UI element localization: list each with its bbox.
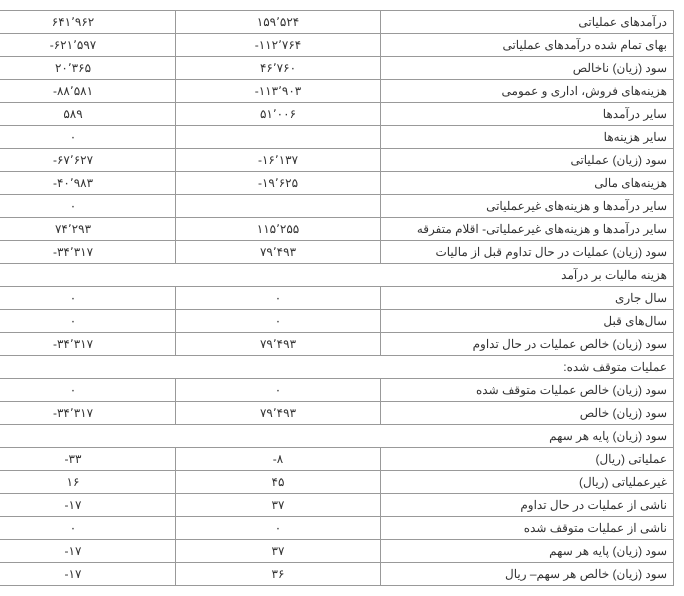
row-label: سود (زیان) عملیاتی (381, 149, 674, 172)
table-row: سود (زیان) پایه هر سهم (0, 425, 674, 448)
row-label: عملیاتی (ریال) (381, 448, 674, 471)
value-col1: ۳۷ (176, 540, 381, 563)
value-col1: ۳۶ (176, 563, 381, 586)
value-col2: ۰ (0, 379, 176, 402)
table-row: عملیات متوقف شده: (0, 356, 674, 379)
section-header: عملیات متوقف شده: (0, 356, 674, 379)
row-label: سال جاری (381, 287, 674, 310)
table-row: هزینه مالیات بر درآمد (0, 264, 674, 287)
value-col1: ۰ (176, 517, 381, 540)
value-col2: -۶۷٬۶۲۷ (0, 149, 176, 172)
table-row: هزینه‌های مالی-۱۹٬۶۲۵-۴۰٬۹۸۳ (0, 172, 674, 195)
value-col1: ۰ (176, 379, 381, 402)
value-col1: ۰ (176, 310, 381, 333)
value-col1: ۱۵۹٬۵۲۴ (176, 11, 381, 34)
row-label: سود (زیان) عملیات در حال تداوم قبل از ما… (381, 241, 674, 264)
row-label: سایر هزینه‌ها (381, 126, 674, 149)
value-col2: -۱۷ (0, 563, 176, 586)
row-label: سود (زیان) خالص (381, 402, 674, 425)
value-col2: -۱۷ (0, 540, 176, 563)
value-col1 (176, 126, 381, 149)
table-row: سال‌های قبل۰۰ (0, 310, 674, 333)
row-label: سود (زیان) خالص عملیات در حال تداوم (381, 333, 674, 356)
table-row: عملیاتی (ریال)-۸-۳۳ (0, 448, 674, 471)
value-col1: ۴۶٬۷۶۰ (176, 57, 381, 80)
value-col2: ۰ (0, 287, 176, 310)
value-col2: -۳۴٬۳۱۷ (0, 333, 176, 356)
row-label: سایر درآمدها و هزینه‌های غیرعملیاتی- اقل… (381, 218, 674, 241)
table-row: سال جاری۰۰ (0, 287, 674, 310)
table-row: سود (زیان) خالص۷۹٬۴۹۳-۳۴٬۳۱۷ (0, 402, 674, 425)
row-label: ناشی از عملیات در حال تداوم (381, 494, 674, 517)
value-col2: ۷۴٬۲۹۳ (0, 218, 176, 241)
value-col2: -۳۴٬۳۱۷ (0, 241, 176, 264)
table-row: سود (زیان) عملیات در حال تداوم قبل از ما… (0, 241, 674, 264)
value-col2: -۶۲۱٬۵۹۷ (0, 34, 176, 57)
section-header: سود (زیان) پایه هر سهم (0, 425, 674, 448)
value-col1 (176, 195, 381, 218)
value-col1: -۸ (176, 448, 381, 471)
table-row: غیرعملیاتی (ریال)۴۵۱۶ (0, 471, 674, 494)
value-col2: ۰ (0, 517, 176, 540)
table-row: هزینه‌های فروش، اداری و عمومی-۱۱۳٬۹۰۳-۸۸… (0, 80, 674, 103)
table-row: سایر درآمدها۵۱٬۰۰۶۵۸۹ (0, 103, 674, 126)
value-col1: ۷۹٬۴۹۳ (176, 402, 381, 425)
row-label: سود (زیان) ناخالص (381, 57, 674, 80)
value-col2: ۱۶ (0, 471, 176, 494)
value-col2: ۶۴۱٬۹۶۲ (0, 11, 176, 34)
table-row: سایر هزینه‌ها ۰ (0, 126, 674, 149)
value-col1: ۷۹٬۴۹۳ (176, 333, 381, 356)
value-col1: ۷۹٬۴۹۳ (176, 241, 381, 264)
value-col1: ۵۱٬۰۰۶ (176, 103, 381, 126)
row-label: سال‌های قبل (381, 310, 674, 333)
table-row: سود (زیان) پایه هر سهم۳۷-۱۷ (0, 540, 674, 563)
value-col1: ۴۵ (176, 471, 381, 494)
table-row: سود (زیان) خالص هر سهم– ریال۳۶-۱۷ (0, 563, 674, 586)
value-col2: -۳۳ (0, 448, 176, 471)
row-label: درآمدهای عملیاتی (381, 11, 674, 34)
section-header: هزینه مالیات بر درآمد (0, 264, 674, 287)
row-label: سایر درآمدها (381, 103, 674, 126)
table-row: ناشی از عملیات در حال تداوم۳۷-۱۷ (0, 494, 674, 517)
row-label: بهای تمام شده درآمدهای عملیاتی (381, 34, 674, 57)
table-row: سایر درآمدها و هزینه‌های غیرعملیاتی- اقل… (0, 218, 674, 241)
value-col1: ۰ (176, 287, 381, 310)
table-row: سود (زیان) ناخالص۴۶٬۷۶۰۲۰٬۳۶۵ (0, 57, 674, 80)
table-row: ناشی از عملیات متوقف شده۰۰ (0, 517, 674, 540)
table-row: سود (زیان) عملیاتی-۱۶٬۱۳۷-۶۷٬۶۲۷ (0, 149, 674, 172)
row-label: ناشی از عملیات متوقف شده (381, 517, 674, 540)
value-col2: -۸۸٬۵۸۱ (0, 80, 176, 103)
table-row: سود (زیان) خالص عملیات در حال تداوم۷۹٬۴۹… (0, 333, 674, 356)
row-label: سود (زیان) خالص عملیات متوقف شده (381, 379, 674, 402)
value-col1: -۱۹٬۶۲۵ (176, 172, 381, 195)
financial-table: درآمدهای عملیاتی۱۵۹٬۵۲۴۶۴۱٬۹۶۲بهای تمام … (0, 10, 674, 586)
row-label: هزینه‌های مالی (381, 172, 674, 195)
row-label: هزینه‌های فروش، اداری و عمومی (381, 80, 674, 103)
row-label: سایر درآمدها و هزینه‌های غیرعملیاتی (381, 195, 674, 218)
value-col2: -۳۴٬۳۱۷ (0, 402, 176, 425)
value-col1: ۱۱۵٬۲۵۵ (176, 218, 381, 241)
value-col2: ۰ (0, 126, 176, 149)
value-col1: -۱۱۳٬۹۰۳ (176, 80, 381, 103)
table-row: سود (زیان) خالص عملیات متوقف شده۰۰ (0, 379, 674, 402)
value-col2: -۱۷ (0, 494, 176, 517)
table-row: بهای تمام شده درآمدهای عملیاتی-۱۱۲٬۷۶۴-۶… (0, 34, 674, 57)
value-col2: ۰ (0, 195, 176, 218)
table-row: درآمدهای عملیاتی۱۵۹٬۵۲۴۶۴۱٬۹۶۲ (0, 11, 674, 34)
row-label: سود (زیان) پایه هر سهم (381, 540, 674, 563)
value-col2: -۴۰٬۹۸۳ (0, 172, 176, 195)
row-label: سود (زیان) خالص هر سهم– ریال (381, 563, 674, 586)
value-col2: ۲۰٬۳۶۵ (0, 57, 176, 80)
value-col2: ۵۸۹ (0, 103, 176, 126)
value-col2: ۰ (0, 310, 176, 333)
value-col1: -۱۱۲٬۷۶۴ (176, 34, 381, 57)
row-label: غیرعملیاتی (ریال) (381, 471, 674, 494)
table-row: سایر درآمدها و هزینه‌های غیرعملیاتی ۰ (0, 195, 674, 218)
value-col1: ۳۷ (176, 494, 381, 517)
value-col1: -۱۶٬۱۳۷ (176, 149, 381, 172)
